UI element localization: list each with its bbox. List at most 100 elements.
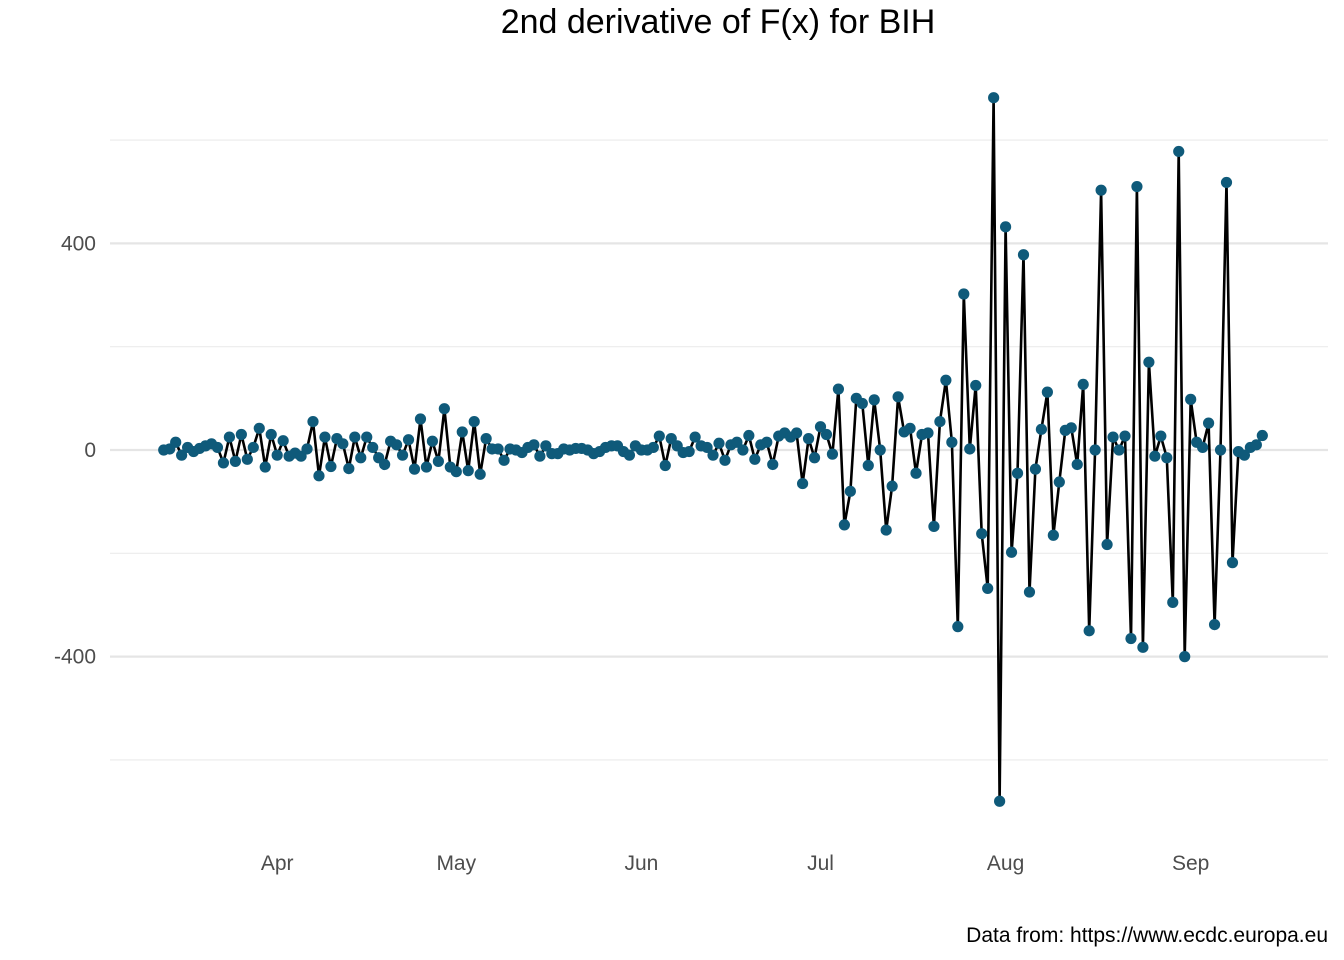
data-point [1197, 441, 1209, 454]
data-point [796, 477, 809, 490]
data-point [701, 441, 713, 454]
data-point [1173, 145, 1185, 158]
x-tick-label: Apr [261, 852, 294, 875]
data-point [1226, 557, 1239, 569]
data-point [313, 470, 325, 482]
data-point [337, 438, 349, 450]
data-point [808, 452, 821, 464]
x-tick-label: Sep [1172, 852, 1209, 875]
data-point [886, 480, 898, 492]
data-point [229, 455, 241, 467]
data-point [426, 435, 439, 447]
data-point [844, 485, 856, 497]
data-point [1053, 476, 1065, 488]
data-point [1149, 450, 1161, 462]
data-point [1238, 449, 1251, 461]
data-point [970, 379, 982, 392]
data-point [1167, 596, 1179, 608]
data-point [247, 441, 259, 454]
data-point [994, 795, 1006, 807]
data-point [408, 463, 421, 475]
data-point [307, 415, 319, 428]
y-tick-label: 0 [84, 439, 96, 462]
data-point [1011, 467, 1024, 479]
data-point [910, 467, 922, 479]
data-point [253, 422, 265, 434]
data-point [767, 458, 779, 471]
data-point [540, 440, 552, 452]
data-point [480, 433, 492, 445]
data-point [976, 528, 988, 540]
data-point [1220, 176, 1233, 189]
y-tick-label: 400 [61, 232, 96, 255]
data-point [802, 433, 815, 445]
data-point [1047, 529, 1059, 541]
data-point [271, 449, 283, 461]
data-point [1041, 386, 1053, 398]
data-point [1202, 417, 1215, 429]
data-point [958, 288, 970, 300]
data-point [1208, 618, 1221, 631]
data-point [402, 434, 415, 446]
data-point [653, 430, 665, 442]
chart-caption: Data from: https://www.ecdc.europa.eu [966, 924, 1328, 947]
data-point [623, 449, 636, 461]
data-point [498, 454, 510, 466]
data-point [749, 453, 761, 465]
data-point [1185, 393, 1197, 405]
data-point [259, 461, 271, 473]
data-point [1089, 444, 1101, 456]
data-point [988, 92, 1000, 104]
data-point [713, 437, 725, 449]
data-point [456, 426, 468, 438]
data-point [1077, 378, 1089, 390]
data-point [1131, 180, 1143, 193]
data-point [1029, 463, 1042, 475]
data-point [826, 448, 839, 460]
data-point [235, 428, 247, 441]
y-axis-ticks: 400 0 -400 [54, 232, 96, 668]
data-point [1071, 458, 1083, 471]
data-point [952, 621, 964, 633]
data-point [964, 443, 976, 455]
data-point [361, 431, 373, 443]
data-point [689, 431, 701, 443]
data-point [999, 221, 1012, 233]
data-point [176, 449, 188, 461]
data-point [1023, 586, 1036, 598]
data-point [683, 445, 695, 458]
data-point [1095, 184, 1107, 196]
data-point [820, 428, 833, 441]
data-point [647, 441, 659, 454]
data-point [862, 459, 874, 472]
x-tick-label: Jun [624, 852, 658, 875]
data-point [438, 403, 450, 415]
data-point [396, 449, 409, 461]
data-point [982, 582, 994, 595]
data-point [1113, 444, 1125, 456]
data-point [1083, 625, 1095, 637]
data-point [468, 415, 480, 428]
data-point [528, 439, 540, 451]
chart-title: 2nd derivative of F(x) for BIH [501, 3, 936, 41]
y-tick-label: -400 [54, 646, 96, 669]
data-point [223, 431, 236, 443]
data-point [1035, 423, 1048, 435]
data-point [1125, 632, 1137, 645]
x-tick-label: Jul [807, 852, 834, 875]
data-point [1143, 356, 1155, 368]
data-point [880, 524, 892, 536]
data-point [355, 452, 367, 464]
gridlines [110, 139, 1328, 761]
data-point [277, 435, 289, 447]
data-point [868, 394, 880, 406]
data-point [838, 519, 850, 531]
x-tick-label: May [436, 852, 476, 875]
data-point [301, 443, 313, 455]
data-point [319, 431, 331, 443]
data-point [814, 421, 827, 433]
data-point [170, 436, 182, 448]
data-point [474, 468, 486, 480]
x-tick-label: Aug [987, 852, 1024, 875]
data-point [414, 413, 427, 425]
